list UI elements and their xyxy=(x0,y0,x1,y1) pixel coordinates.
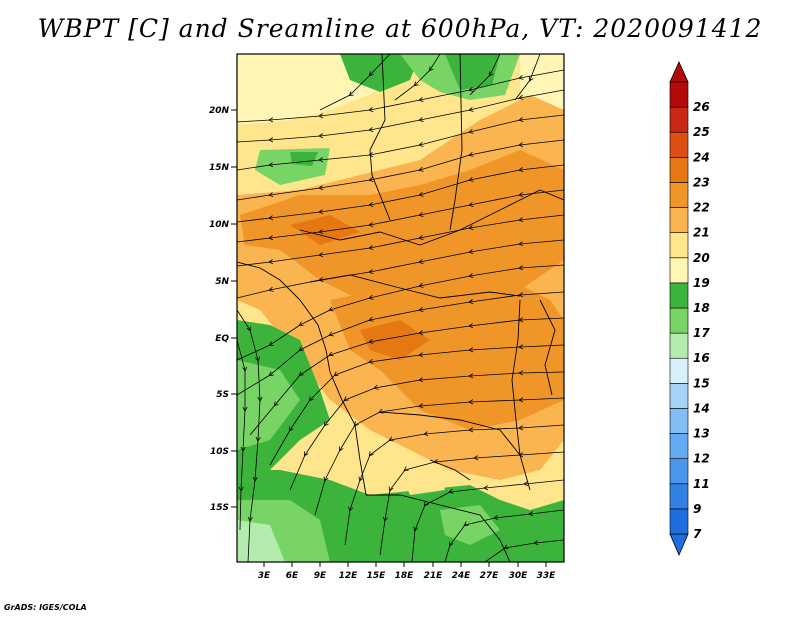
colorbar-label: 23 xyxy=(693,175,710,189)
lon-label: 3E xyxy=(258,571,271,581)
lat-label: 15N xyxy=(209,163,230,173)
colorbar-label: 20 xyxy=(693,251,710,265)
lat-label: 5N xyxy=(215,277,229,287)
colorbar-label: 21 xyxy=(693,226,710,240)
wbpt-field xyxy=(237,54,564,562)
lat-label: EQ xyxy=(215,334,229,344)
lon-label: 27E xyxy=(480,571,500,581)
colorbar-cell xyxy=(669,433,689,459)
colorbar-label: 24 xyxy=(693,150,710,164)
colorbar-cell xyxy=(669,408,689,434)
colorbar-cell xyxy=(669,483,689,510)
colorbar-cell xyxy=(669,182,689,208)
lat-label: 20N xyxy=(209,106,230,116)
lon-label: 12E xyxy=(339,571,359,581)
latitude-axis: 20N 15N 10N 5N EQ 5S 10S 15S xyxy=(209,106,237,513)
colorbar-cell xyxy=(669,131,689,158)
colorbar-label: 25 xyxy=(693,125,710,139)
colorbar-label: 26 xyxy=(693,100,710,114)
lat-label: 10S xyxy=(210,447,229,457)
colorbar-cell xyxy=(669,508,689,535)
lon-label: 33E xyxy=(537,571,557,581)
colorbar-cell xyxy=(669,232,689,259)
colorbar-label: 15 xyxy=(693,376,710,390)
colorbar-cell xyxy=(669,81,689,108)
colorbar-label: 22 xyxy=(693,201,710,215)
colorbar-label: 17 xyxy=(693,326,710,340)
colorbar-top-arrow xyxy=(669,61,689,83)
colorbar-label: 12 xyxy=(693,452,710,466)
country-borders xyxy=(237,54,564,562)
colorbar-label: 7 xyxy=(693,527,702,541)
lat-label: 15S xyxy=(210,503,229,513)
lon-label: 9E xyxy=(314,571,327,581)
map-frame xyxy=(236,53,565,563)
lat-label: 10N xyxy=(209,220,230,230)
longitude-axis: 3E 6E 9E 12E 15E 18E 21E 24E 27E 30E 33E xyxy=(258,562,556,581)
lon-label: 30E xyxy=(509,571,529,581)
colorbar-cell xyxy=(669,307,689,334)
lat-label: 5S xyxy=(216,390,229,400)
colorbar-cell xyxy=(669,458,689,485)
colorbar-label: 18 xyxy=(693,301,710,315)
colorbar-bottom-arrow xyxy=(669,533,689,557)
lon-label: 15E xyxy=(367,571,387,581)
colorbar-cell xyxy=(669,332,689,359)
colorbar-label: 19 xyxy=(693,276,710,290)
colorbar-cell xyxy=(669,383,689,409)
chart-title: WBPT [C] and Sreamline at 600hPa, VT: 20… xyxy=(37,14,763,43)
colorbar-cell xyxy=(669,157,689,183)
colorbar-label: 14 xyxy=(693,401,710,415)
colorbar-label: 13 xyxy=(693,427,710,441)
colorbar-cell xyxy=(669,357,689,384)
grads-credit: GrADS: IGES/COLA xyxy=(4,603,87,612)
streamlines xyxy=(237,54,564,562)
colorbar-cell xyxy=(669,106,689,133)
colorbar-cell xyxy=(669,257,689,284)
lon-label: 24E xyxy=(452,571,472,581)
colorbar-label: 9 xyxy=(693,502,701,516)
colorbar: 7 9 11 12 13 14 15 16 17 18 19 20 21 22 23 24 25 26 xyxy=(669,61,710,557)
colorbar-cell xyxy=(669,207,689,233)
colorbar-cell xyxy=(669,282,689,309)
lon-label: 21E xyxy=(424,571,444,581)
colorbar-label: 11 xyxy=(693,477,710,491)
lon-label: 6E xyxy=(286,571,299,581)
lon-label: 18E xyxy=(395,571,415,581)
colorbar-label: 16 xyxy=(693,351,710,365)
